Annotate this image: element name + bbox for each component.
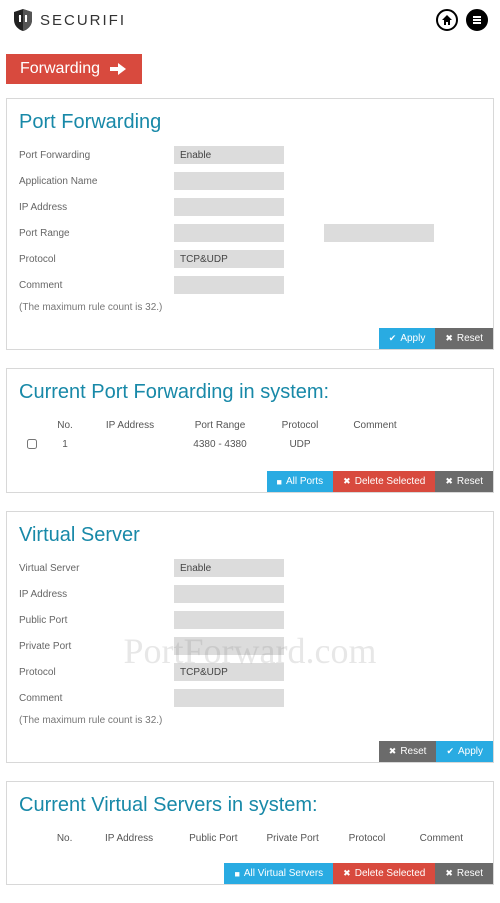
- pf-list-reset-button[interactable]: ✖Reset: [435, 471, 493, 492]
- close-icon: ✖: [445, 476, 453, 487]
- pf-table-header: No. IP Address Port Range Protocol Comme…: [19, 416, 481, 435]
- vs-note: (The maximum rule count is 32.): [19, 715, 481, 726]
- check-icon: ✔: [389, 333, 397, 344]
- vs-enable-select[interactable]: Enable: [174, 559, 284, 577]
- current-pf-title: Current Port Forwarding in system:: [19, 381, 481, 404]
- pf-appname-label: Application Name: [19, 176, 174, 187]
- pf-comment-label: Comment: [19, 280, 174, 291]
- shield-icon: [12, 8, 34, 32]
- arrow-right-icon: [110, 62, 128, 76]
- vs-private-label: Private Port: [19, 641, 174, 652]
- vs-ip-label: IP Address: [19, 589, 174, 600]
- all-vs-button[interactable]: ■All Virtual Servers: [224, 863, 333, 884]
- banner-label: Forwarding: [20, 60, 100, 78]
- pf-range-start-input[interactable]: [174, 224, 284, 242]
- pf-apply-button[interactable]: ✔Apply: [379, 328, 436, 349]
- vs-apply-button[interactable]: ✔Apply: [436, 741, 493, 762]
- row-checkbox[interactable]: [27, 439, 37, 449]
- all-ports-button[interactable]: ■All Ports: [267, 471, 334, 492]
- delete-selected-button[interactable]: ✖Delete Selected: [333, 471, 435, 492]
- pf-ip-label: IP Address: [19, 202, 174, 213]
- pf-range-end-input[interactable]: [324, 224, 434, 242]
- pf-comment-input[interactable]: [174, 276, 284, 294]
- pf-enable-select[interactable]: Enable: [174, 146, 284, 164]
- close-icon: ✖: [343, 868, 351, 879]
- page-banner: Forwarding: [6, 54, 142, 84]
- brand-logo: SECURIFI: [12, 8, 126, 32]
- vs-reset-button[interactable]: ✖Reset: [379, 741, 437, 762]
- close-icon: ✖: [343, 476, 351, 487]
- pf-ip-input[interactable]: [174, 198, 284, 216]
- current-vs-card: Current Virtual Servers in system: No. I…: [6, 781, 494, 885]
- current-pf-card: Current Port Forwarding in system: No. I…: [6, 368, 494, 493]
- vs-public-label: Public Port: [19, 615, 174, 626]
- close-icon: ✖: [445, 868, 453, 879]
- top-icons: [436, 9, 488, 31]
- settings-icon[interactable]: [466, 9, 488, 31]
- vs-private-input[interactable]: [174, 637, 284, 655]
- pf-protocol-select[interactable]: TCP&UDP: [174, 250, 284, 268]
- vs-delete-selected-button[interactable]: ✖Delete Selected: [333, 863, 435, 884]
- virtual-server-card: Virtual Server Virtual Server Enable IP …: [6, 511, 494, 763]
- pf-appname-input[interactable]: [174, 172, 284, 190]
- port-forwarding-card: Port Forwarding Port Forwarding Enable A…: [6, 98, 494, 350]
- square-icon: ■: [277, 477, 282, 487]
- vs-comment-input[interactable]: [174, 689, 284, 707]
- pf-title: Port Forwarding: [19, 111, 481, 134]
- pf-reset-button[interactable]: ✖Reset: [435, 328, 493, 349]
- check-icon: ✔: [446, 746, 454, 757]
- vs-table-header: No. IP Address Public Port Private Port …: [19, 829, 481, 848]
- square-icon: ■: [234, 869, 239, 879]
- pf-protocol-label: Protocol: [19, 254, 174, 265]
- brand-name: SECURIFI: [40, 12, 126, 29]
- close-icon: ✖: [445, 333, 453, 344]
- pf-range-label: Port Range: [19, 228, 174, 239]
- vs-title: Virtual Server: [19, 524, 481, 547]
- close-icon: ✖: [389, 746, 397, 757]
- vs-protocol-select[interactable]: TCP&UDP: [174, 663, 284, 681]
- pf-enable-label: Port Forwarding: [19, 150, 174, 161]
- pf-note: (The maximum rule count is 32.): [19, 302, 481, 313]
- vs-list-reset-button[interactable]: ✖Reset: [435, 863, 493, 884]
- vs-public-input[interactable]: [174, 611, 284, 629]
- vs-comment-label: Comment: [19, 693, 174, 704]
- current-vs-title: Current Virtual Servers in system:: [19, 794, 481, 817]
- top-bar: SECURIFI: [0, 0, 500, 36]
- table-row: 1 4380 - 4380 UDP: [19, 435, 481, 456]
- home-icon[interactable]: [436, 9, 458, 31]
- vs-protocol-label: Protocol: [19, 667, 174, 678]
- vs-enable-label: Virtual Server: [19, 563, 174, 574]
- vs-ip-input[interactable]: [174, 585, 284, 603]
